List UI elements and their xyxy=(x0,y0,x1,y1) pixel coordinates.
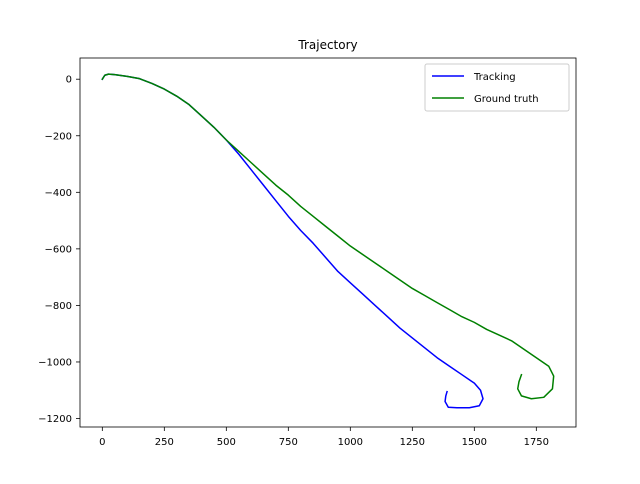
axes-frame xyxy=(79,57,577,428)
x-tick-label: 750 xyxy=(279,437,298,448)
axes-layer: 0 250 500 750 1000 1250 1500 1750 0 −200 −400 −600 −… xyxy=(38,57,577,448)
chart-title: Trajectory xyxy=(297,38,357,52)
x-tick-label: 0 xyxy=(99,437,105,448)
legend-label-ground-truth: Ground truth xyxy=(474,94,539,105)
x-tick-label: 500 xyxy=(217,437,236,448)
y-tick-label: −1200 xyxy=(38,414,72,425)
x-tick-label: 1250 xyxy=(400,437,425,448)
series-layer xyxy=(101,73,555,409)
y-tick-label: 0 xyxy=(66,75,72,86)
x-tick-label: 1000 xyxy=(338,437,363,448)
y-tick-label: −600 xyxy=(45,244,72,255)
x-tick-label: 1500 xyxy=(462,437,487,448)
y-tick-label: −1000 xyxy=(38,357,72,368)
series-line-ground-truth xyxy=(101,73,555,400)
x-tick-label: 1750 xyxy=(524,437,549,448)
y-tick-label: −200 xyxy=(45,131,72,142)
y-tick-label: −800 xyxy=(45,301,72,312)
legend-label-tracking: Tracking xyxy=(473,72,516,83)
legend: Tracking Ground truth xyxy=(424,63,570,112)
y-tick-label: −400 xyxy=(45,188,72,199)
x-tick-label: 250 xyxy=(155,437,174,448)
